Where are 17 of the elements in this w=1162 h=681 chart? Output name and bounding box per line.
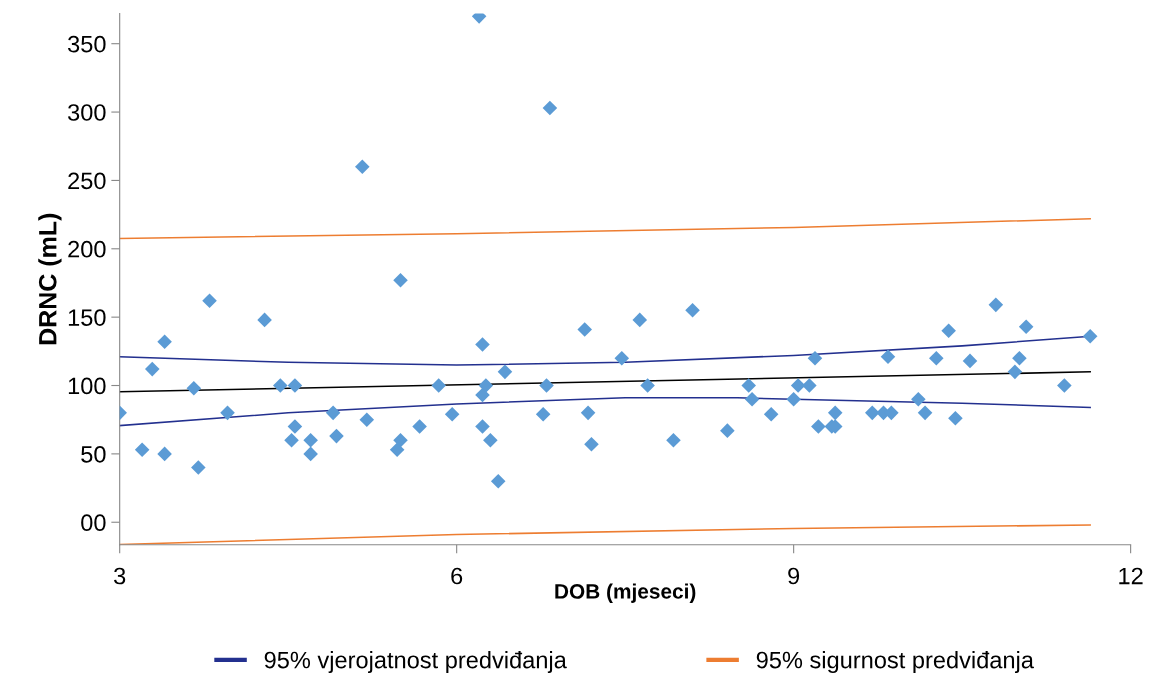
y-tick-label: 250 — [68, 172, 106, 190]
legend-label: 95% sigurnost predviđanja — [756, 651, 1034, 674]
y-tick-label: 350 — [68, 35, 106, 53]
x-tick-label: 3 — [114, 567, 126, 585]
y-tick-label: 200 — [68, 240, 106, 258]
y-tick-label: 300 — [68, 104, 106, 121]
y-tick-label: 150 — [68, 309, 106, 326]
y-axis-title: DRNC (mL) — [38, 213, 62, 345]
y-tick-label: 100 — [68, 377, 106, 395]
line-series — [119, 217, 1091, 240]
x-tick-label: 12 — [1119, 567, 1143, 585]
y-tick-label: 00 — [81, 514, 106, 532]
x-tick-label: 6 — [451, 567, 463, 585]
y-tick-label: 50 — [81, 445, 106, 463]
x-axis-title: DOB (mjeseci) — [555, 583, 696, 603]
x-tick-label: 9 — [788, 567, 800, 585]
legend-label: 95% vjerojatnost predviđanja — [264, 651, 567, 674]
